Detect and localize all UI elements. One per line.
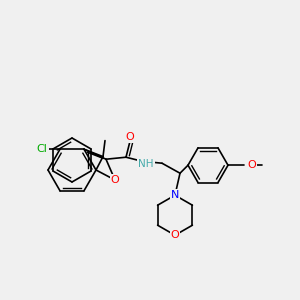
Text: N: N — [171, 190, 179, 200]
Text: NH: NH — [138, 159, 154, 169]
Text: Cl: Cl — [37, 144, 47, 154]
Text: O: O — [111, 175, 119, 185]
Text: O: O — [126, 132, 134, 142]
Text: O: O — [248, 160, 256, 170]
Text: O: O — [171, 230, 179, 240]
